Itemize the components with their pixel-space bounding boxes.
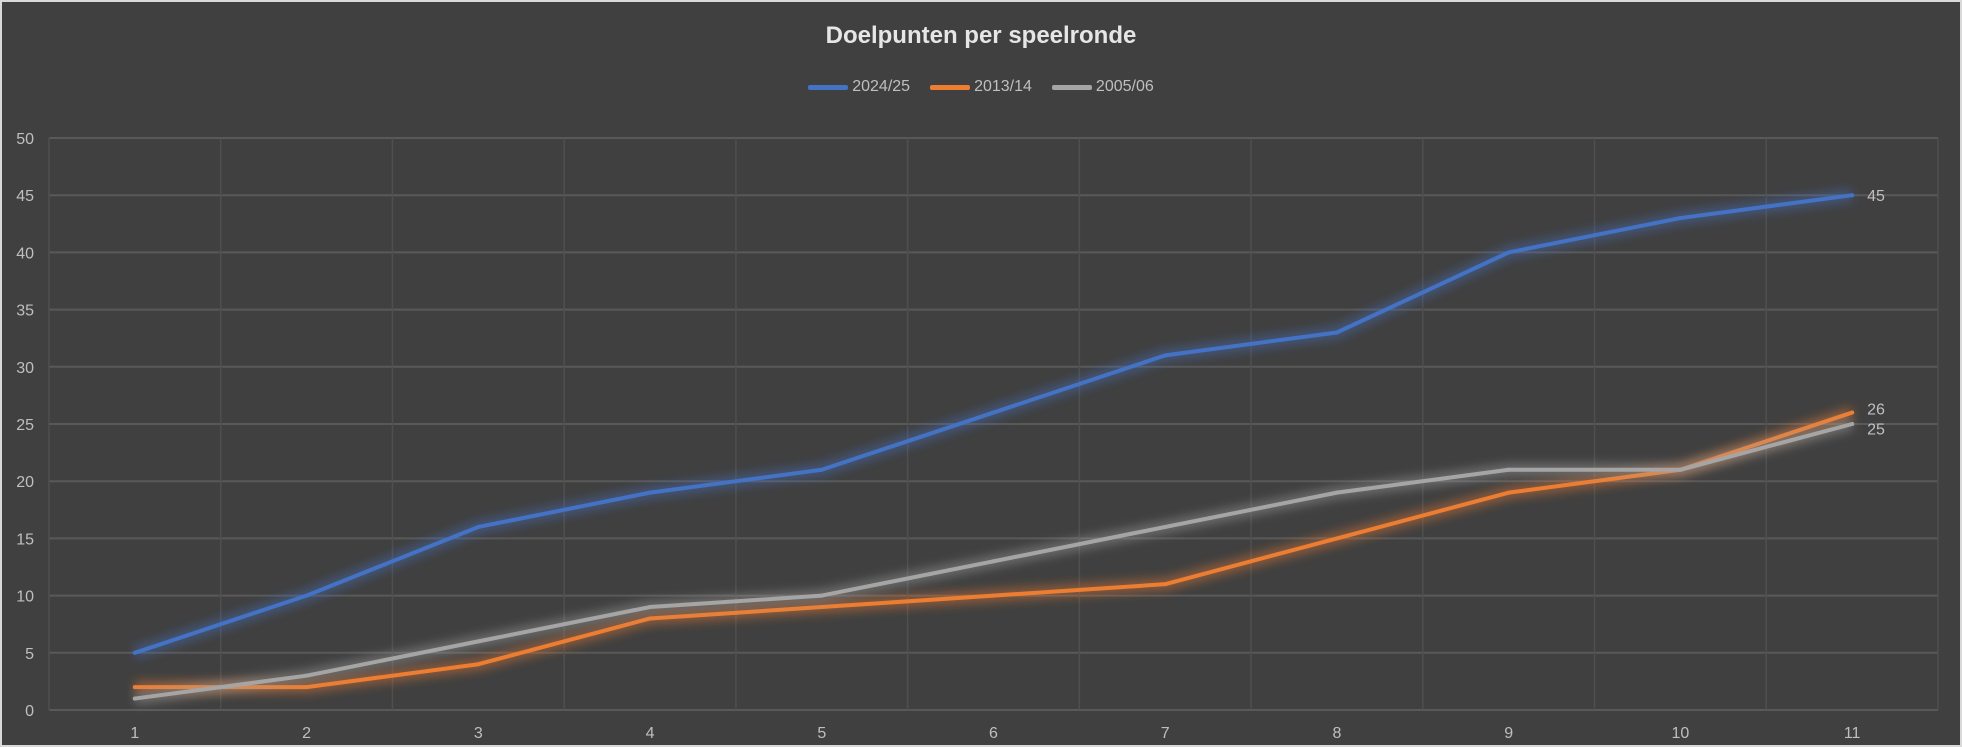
data-point [304, 685, 309, 690]
data-point [476, 639, 481, 644]
y-tick-label: 10 [16, 589, 34, 606]
data-point [1850, 422, 1855, 426]
data-point [1334, 330, 1339, 335]
legend-swatch [1051, 84, 1092, 90]
data-point [819, 593, 824, 598]
data-point [819, 467, 824, 472]
data-point [1850, 193, 1855, 198]
data-point [1678, 467, 1683, 472]
data-point [1850, 410, 1855, 415]
data-point [1334, 536, 1339, 541]
chart-title: Doelpunten per speelronde [825, 22, 1137, 49]
data-point [1506, 467, 1511, 472]
data-label: 25 [1867, 421, 1885, 438]
data-point [1506, 490, 1511, 495]
y-tick-label: 40 [16, 245, 34, 262]
y-tick-label: 0 [25, 703, 34, 720]
data-point [1163, 353, 1168, 358]
x-tick-label: 1 [130, 725, 139, 742]
y-tick-label: 20 [16, 474, 34, 491]
data-label: 26 [1867, 401, 1885, 418]
data-point [304, 593, 309, 598]
data-point [1163, 524, 1168, 529]
data-point [132, 696, 137, 701]
data-point [991, 410, 996, 415]
x-tick-label: 2 [302, 725, 311, 742]
data-point [304, 673, 309, 678]
data-point [648, 616, 653, 621]
legend: 2024/25 2013/14 2005/06 [2, 78, 1960, 96]
data-point [991, 593, 996, 598]
legend-item-2005-06[interactable]: 2005/06 [1051, 78, 1154, 96]
x-tick-label: 3 [474, 725, 483, 742]
data-point [1678, 216, 1683, 221]
x-tick-label: 10 [1672, 725, 1690, 742]
x-tick-label: 11 [1844, 725, 1861, 742]
legend-label: 2005/06 [1095, 78, 1154, 95]
legend-swatch [808, 84, 849, 90]
y-tick-label: 15 [16, 531, 34, 548]
legend-label: 2013/14 [974, 78, 1032, 95]
y-tick-label: 45 [16, 188, 34, 205]
y-tick-label: 25 [16, 417, 34, 434]
y-tick-label: 35 [16, 303, 34, 320]
legend-label: 2024/25 [852, 78, 911, 95]
data-point [132, 650, 137, 655]
y-tick-label: 5 [25, 646, 34, 663]
x-tick-label: 4 [646, 725, 655, 742]
data-point [991, 559, 996, 564]
data-point [476, 524, 481, 529]
x-tick-label: 8 [1333, 725, 1342, 742]
x-tick-label: 7 [1161, 725, 1170, 742]
data-point [648, 605, 653, 610]
data-point [648, 490, 653, 495]
x-tick-label: 6 [989, 725, 998, 742]
data-point [1334, 490, 1339, 495]
data-point [476, 662, 481, 667]
data-label: 45 [1867, 188, 1885, 205]
x-tick-label: 9 [1504, 725, 1513, 742]
data-point [819, 605, 824, 610]
data-point [132, 685, 137, 690]
y-tick-label: 50 [16, 131, 34, 148]
x-tick-label: 5 [817, 725, 826, 742]
data-point [1506, 250, 1511, 255]
y-tick-label: 30 [16, 360, 34, 377]
data-point [1163, 582, 1168, 587]
legend-item-2013-14[interactable]: 2013/14 [930, 78, 1032, 96]
legend-swatch [930, 84, 971, 90]
legend-item-2024-25[interactable]: 2024/25 [808, 78, 910, 96]
